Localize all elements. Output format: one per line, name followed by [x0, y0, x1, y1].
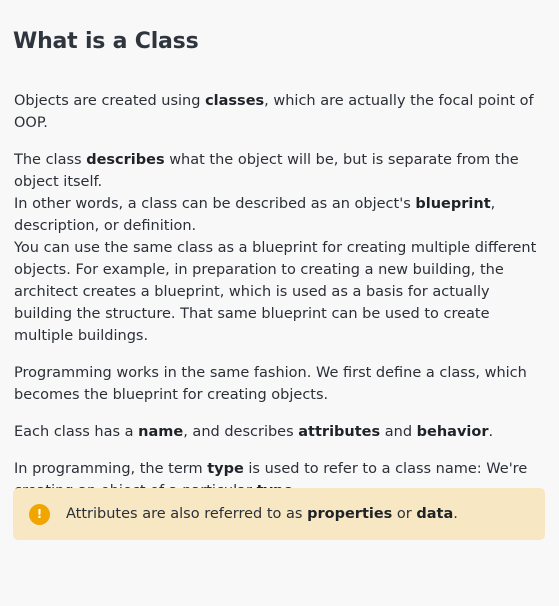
page-title: What is a Class	[13, 29, 199, 54]
term-describes: describes	[86, 152, 165, 168]
lesson-content: Objects are created using classes, which…	[14, 90, 546, 517]
term-behavior: behavior	[416, 424, 489, 440]
paragraph-class-describes: The class describes what the object will…	[14, 152, 537, 344]
paragraph-programming-fashion: Programming works in the same fashion. W…	[14, 365, 527, 403]
info-note: ! Attributes are also referred to as pro…	[13, 488, 545, 540]
term-attributes: attributes	[298, 424, 381, 440]
term-properties: properties	[307, 506, 393, 522]
term-name: name	[138, 424, 184, 440]
paragraph-classes-intro: Objects are created using classes, which…	[14, 93, 534, 131]
term-classes: classes	[205, 93, 265, 109]
paragraph-class-name-attributes: Each class has a name, and describes att…	[14, 424, 494, 440]
term-blueprint: blueprint	[415, 196, 491, 212]
term-data: data	[416, 506, 454, 522]
note-text: Attributes are also referred to as prope…	[66, 506, 458, 522]
term-type: type	[207, 461, 244, 477]
warning-icon: !	[29, 503, 50, 525]
